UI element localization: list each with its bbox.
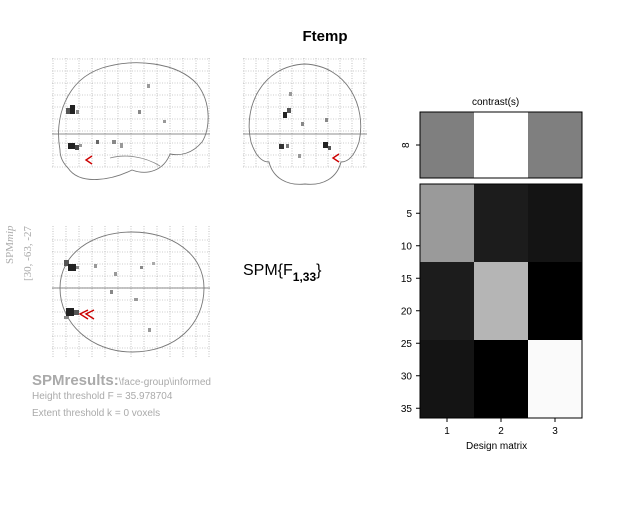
mip-grid [52, 226, 210, 358]
design-matrix-yticks: 5 10 15 20 25 30 35 [401, 209, 420, 415]
design-matrix-ytick-label: 25 [401, 339, 413, 350]
height-threshold: Height threshold F = 35.978704 [32, 391, 173, 402]
cursor-marker[interactable] [84, 155, 93, 165]
design-matrix-block-3-3 [528, 340, 582, 418]
mip-label: SPMmip [4, 124, 16, 264]
design-matrix-block-3-1 [420, 340, 474, 418]
mip-grid [52, 58, 210, 168]
design-matrix-xticks: 1 2 3 [444, 418, 558, 437]
design-matrix-xtick-label: 3 [552, 426, 558, 437]
contrast-weight-2 [474, 112, 528, 178]
mip-coronal-view[interactable] [243, 58, 367, 190]
contrast-title: contrast(s) [472, 97, 520, 108]
statistic-base: SPM{F [243, 262, 293, 279]
activation-clusters [64, 260, 155, 332]
design-matrix-xlabel: Design matrix [466, 441, 528, 452]
brain-outline [58, 62, 209, 180]
design-matrix-ytick-label: 10 [401, 241, 413, 252]
design-matrix-blocks [420, 184, 582, 418]
contrast-panel[interactable]: 8 [392, 111, 583, 179]
design-matrix-ytick-label: 30 [401, 371, 413, 382]
design-matrix-xtick-label: 1 [444, 426, 450, 437]
cerebellum-outline [109, 155, 161, 167]
extent-threshold: Extent threshold k = 0 voxels [32, 408, 161, 419]
design-matrix-ytick-label: 20 [401, 306, 413, 317]
contrast-weight-1 [420, 112, 474, 178]
results-path: \face-group\informed [118, 377, 211, 388]
brain-outline [59, 231, 205, 353]
contrast-weight-3 [528, 112, 582, 178]
cursor-coordinates: [30, -63, -27 [22, 226, 34, 281]
mip-sagittal-view[interactable] [52, 58, 210, 190]
design-matrix-ytick-label: 5 [406, 209, 412, 220]
statistic-subscript: 1,33 [292, 270, 317, 284]
statistic-label: SPM{F1,33} [243, 262, 322, 284]
design-matrix-block-1-2 [474, 184, 528, 262]
results-title: SPMresults: [32, 372, 119, 389]
design-matrix-block-2-2 [474, 262, 528, 340]
design-matrix-block-1-3 [528, 184, 582, 262]
mip-label-suffix: mip [4, 225, 16, 242]
activation-clusters [66, 84, 166, 150]
mip-grid [243, 58, 367, 168]
contrast-ytick-label: 8 [401, 142, 412, 148]
design-matrix-block-3-2 [474, 340, 528, 418]
cursor-marker[interactable] [78, 309, 95, 320]
design-matrix-xtick-label: 2 [498, 426, 504, 437]
mip-axial-view[interactable] [52, 226, 210, 358]
design-matrix-block-2-3 [528, 262, 582, 340]
cursor-marker[interactable] [331, 153, 340, 163]
mip-label-prefix: SPM [4, 241, 16, 264]
figure-title: Ftemp [302, 28, 348, 45]
activation-clusters [279, 92, 331, 158]
design-matrix-ytick-label: 35 [401, 404, 413, 415]
design-matrix-block-1-1 [420, 184, 474, 262]
brain-outline [248, 63, 362, 185]
statistic-close: } [316, 262, 322, 279]
design-matrix-ytick-label: 15 [401, 274, 413, 285]
design-matrix[interactable]: 5 10 15 20 25 30 35 1 2 3 [392, 183, 583, 454]
results-label: SPMresults:\face-group\informed [32, 372, 211, 390]
design-matrix-block-2-1 [420, 262, 474, 340]
